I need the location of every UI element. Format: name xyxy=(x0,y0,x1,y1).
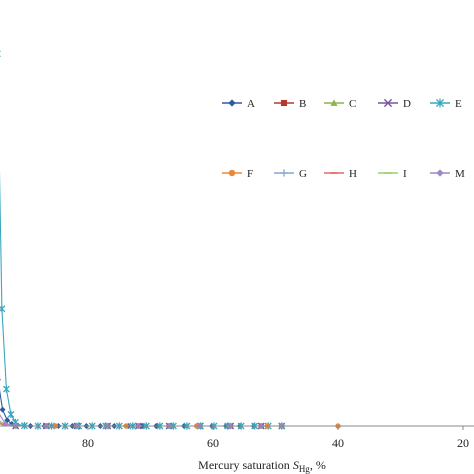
legend-label: I xyxy=(403,168,407,180)
x-axis-title-text: Mercury saturation xyxy=(198,458,293,472)
series-line-g xyxy=(0,422,282,427)
series-line-c xyxy=(0,422,282,427)
data-point-e xyxy=(7,410,15,418)
legend-marker xyxy=(228,99,236,107)
legend-item-m: M xyxy=(430,168,465,180)
legend-label: G xyxy=(299,168,307,180)
legend-marker xyxy=(436,169,444,177)
legend-item-c: C xyxy=(324,98,356,110)
legend-marker xyxy=(280,169,288,177)
series-line-d xyxy=(0,420,282,427)
data-point-m xyxy=(2,420,9,427)
series-layer xyxy=(0,50,341,430)
legend-item-h: H xyxy=(324,168,357,180)
legend-label: C xyxy=(349,98,356,110)
legend-label: A xyxy=(247,98,255,110)
legend: A B C D E F G H I M xyxy=(222,98,465,180)
data-point-a xyxy=(0,406,6,413)
series-e xyxy=(0,50,286,430)
series-line-e xyxy=(0,169,282,427)
x-axis-title-symbol: S xyxy=(293,458,299,472)
legend-label: E xyxy=(455,98,462,110)
legend-marker xyxy=(435,98,445,108)
series-g xyxy=(0,422,285,429)
legend-marker xyxy=(280,99,288,107)
x-tick-label: 20 xyxy=(457,436,469,450)
legend-marker xyxy=(228,169,236,177)
legend-label: B xyxy=(299,98,306,110)
series-line-h xyxy=(0,423,282,427)
x-axis-ticks: 80 60 40 20 xyxy=(82,426,469,450)
x-axis-title-unit: , % xyxy=(310,458,326,472)
series-m xyxy=(0,414,285,429)
series-i xyxy=(0,420,285,427)
x-axis-title: Mercury saturation SHg, % xyxy=(198,458,326,474)
legend-label: D xyxy=(403,98,411,110)
legend-marker xyxy=(330,99,338,106)
legend-item-b: B xyxy=(274,98,306,110)
series-d xyxy=(0,420,286,430)
x-tick-label: 40 xyxy=(332,436,344,450)
legend-item-g: G xyxy=(274,168,307,180)
legend-label: F xyxy=(247,168,253,180)
x-tick-label: 60 xyxy=(207,436,219,450)
legend-label: M xyxy=(455,168,465,180)
data-point-a xyxy=(0,378,1,381)
legend-label: H xyxy=(349,168,357,180)
series-h xyxy=(0,423,285,427)
series-a xyxy=(0,378,285,429)
series-c xyxy=(0,422,285,429)
x-axis-title-subscript: Hg xyxy=(299,464,310,474)
legend-item-f: F xyxy=(222,168,253,180)
legend-item-i: I xyxy=(378,168,407,180)
series-line-a xyxy=(0,389,282,427)
x-tick-label: 80 xyxy=(82,436,94,450)
data-point-e xyxy=(0,305,6,313)
legend-item-e: E xyxy=(430,98,462,110)
legend-item-d: D xyxy=(378,98,411,110)
legend-marker xyxy=(383,98,393,108)
legend-item-a: A xyxy=(222,98,255,110)
series-line-m xyxy=(0,414,282,427)
data-point-e xyxy=(2,385,10,393)
series-line-i xyxy=(0,420,282,427)
